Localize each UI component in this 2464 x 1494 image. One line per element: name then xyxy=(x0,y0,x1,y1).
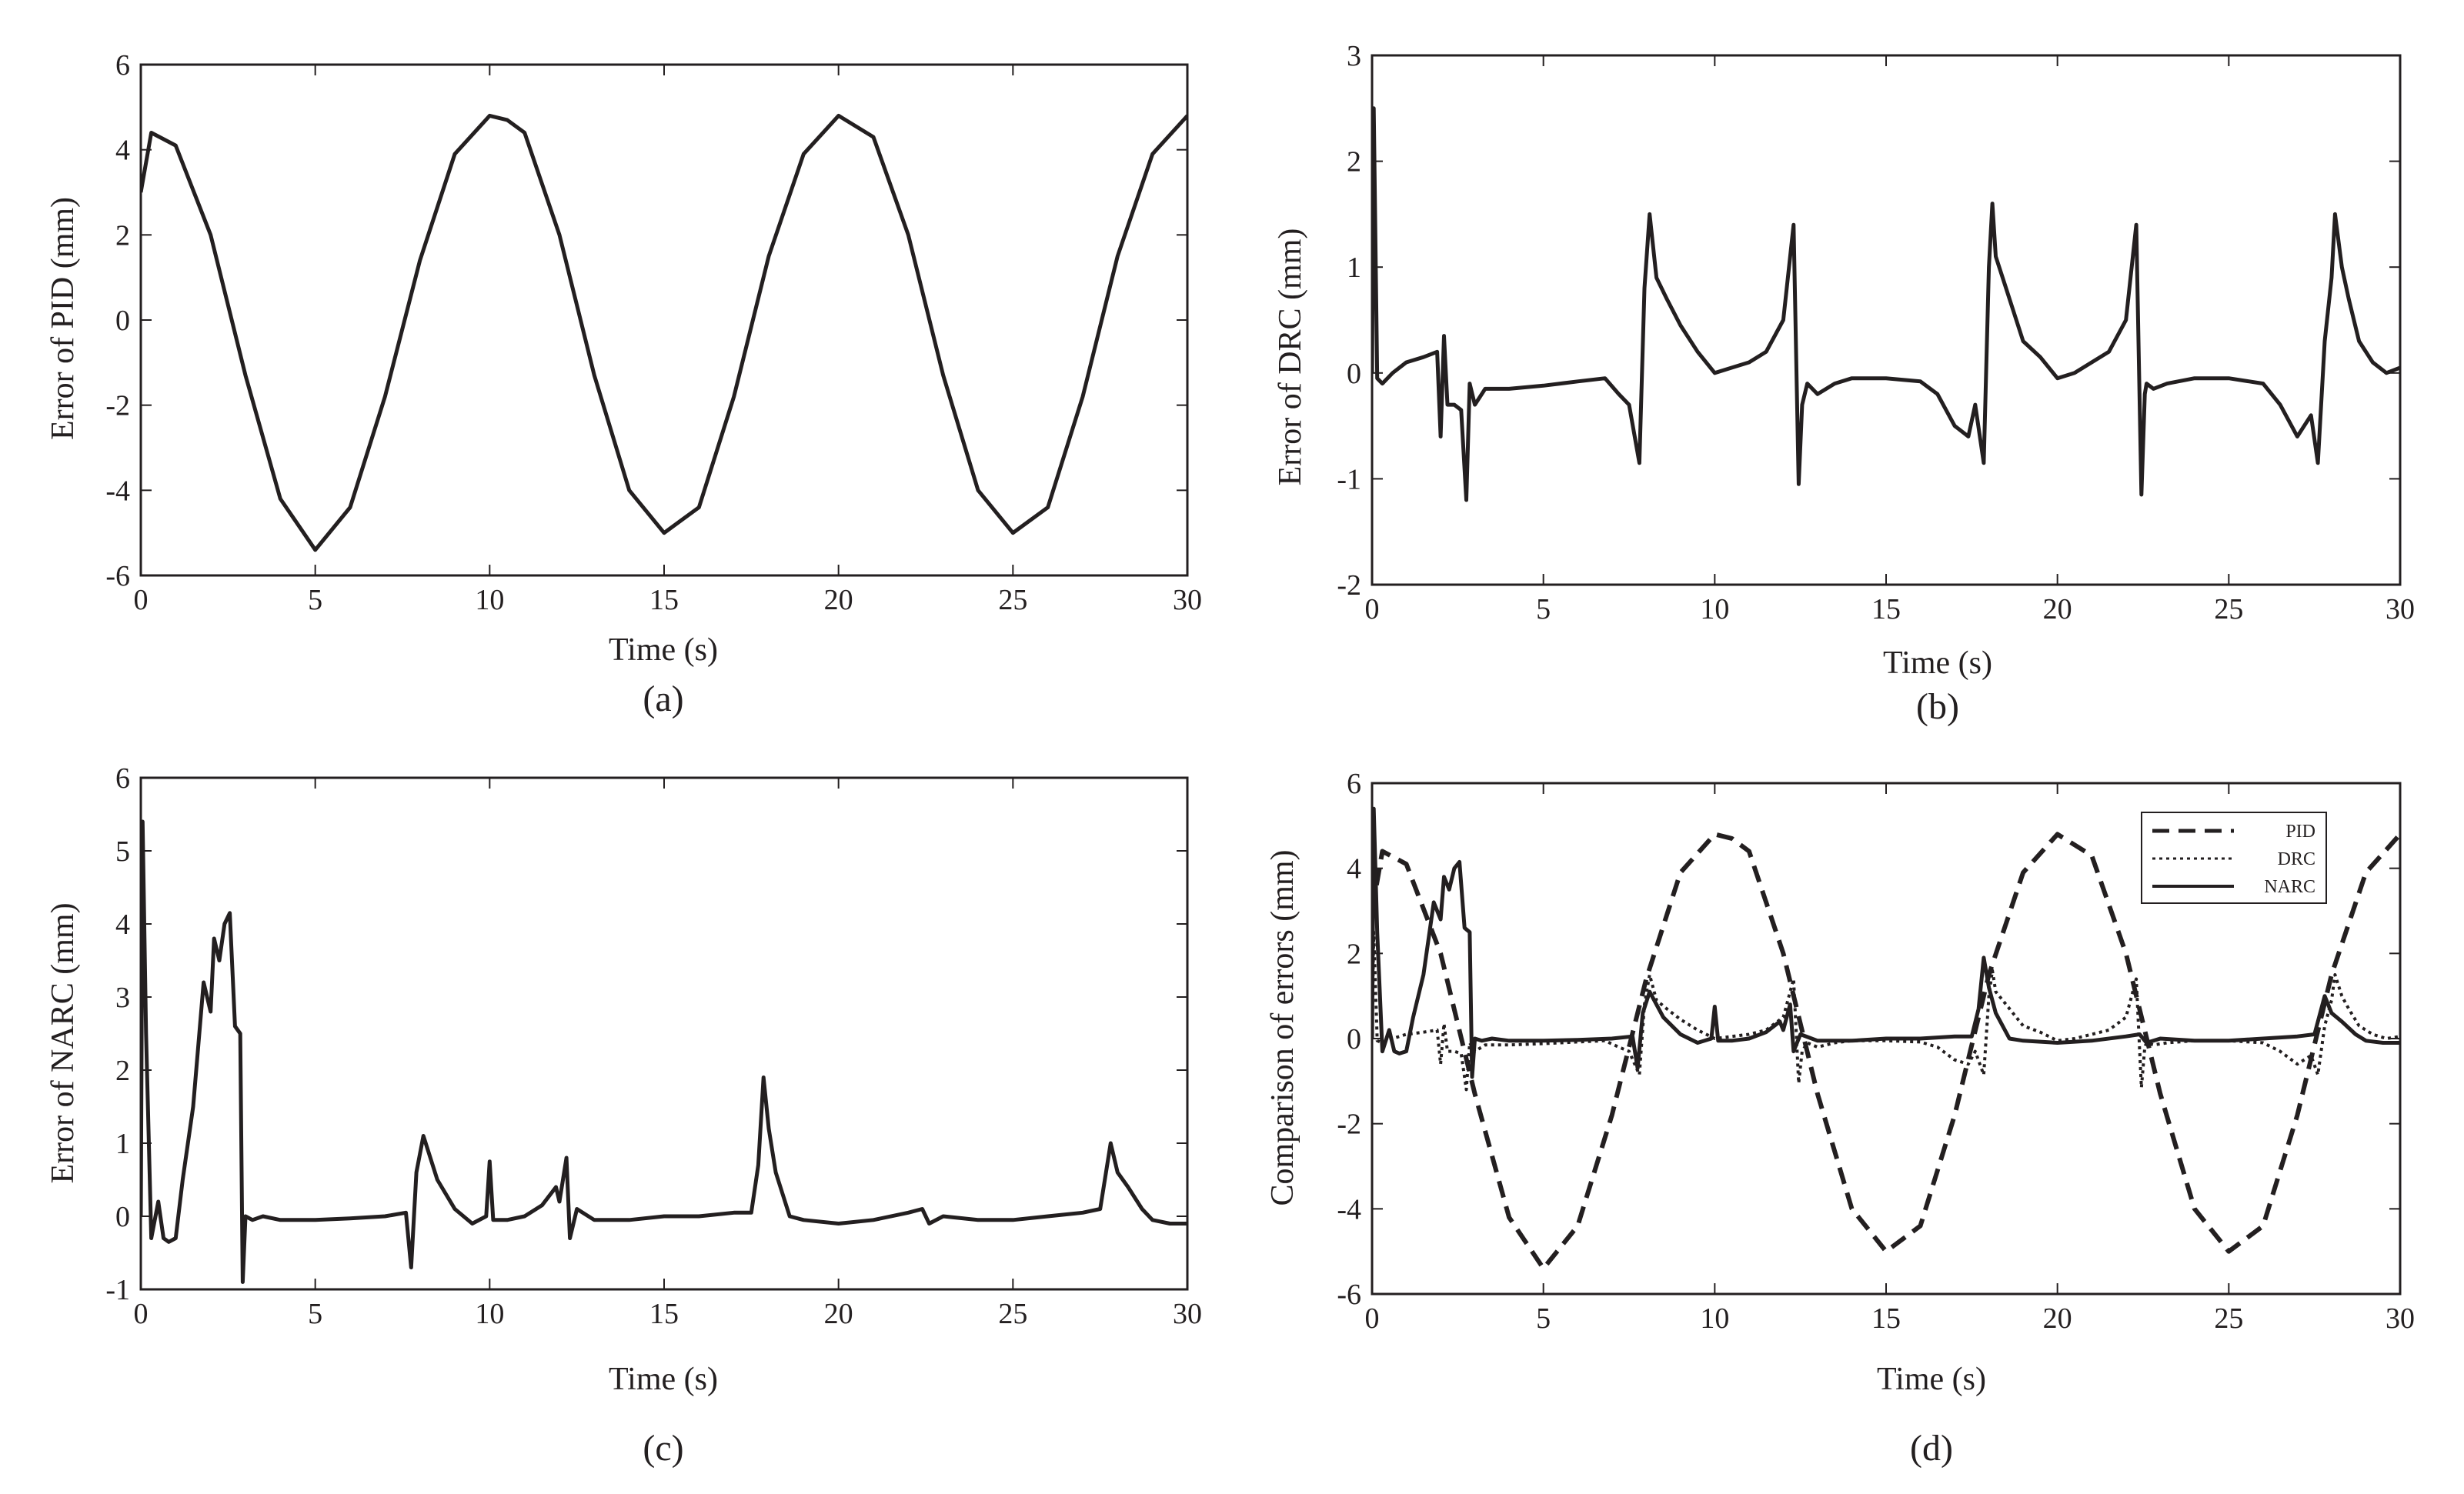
panel-d-xtick-label: 25 xyxy=(2214,1302,2243,1335)
panel-d-xlabel: Time (s) xyxy=(1877,1362,1986,1397)
panel-c-ytick-label: 4 xyxy=(115,909,130,941)
panel-a-xtick-label: 10 xyxy=(475,584,504,616)
panel-a-xtick-label: 25 xyxy=(998,584,1027,616)
panel-b-ytick-label: 2 xyxy=(1347,146,1361,178)
panel-a-xtick-label: 0 xyxy=(134,584,149,616)
panel-b-xtick-label: 25 xyxy=(2214,593,2243,625)
panel-c-xtick-label: 15 xyxy=(649,1298,679,1330)
panel-a-ytick-label: 6 xyxy=(115,49,130,82)
panel-c-ytick-label: 0 xyxy=(115,1201,130,1233)
panel-c-ytick-label: 2 xyxy=(115,1055,130,1087)
panel-b-xtick-label: 15 xyxy=(1871,593,1901,625)
panel-c-xlabel: Time (s) xyxy=(609,1362,718,1397)
panel-b-ytick-label: 3 xyxy=(1347,40,1361,72)
panel-b-xlabel: Time (s) xyxy=(1883,645,1992,681)
panel-d-ytick-label: -4 xyxy=(1337,1193,1361,1226)
panel-a-ytick-label: 2 xyxy=(115,219,130,252)
panel-c-ytick-label: 1 xyxy=(115,1128,130,1160)
panel-d-ytick-label: -6 xyxy=(1337,1279,1361,1311)
panel-c-xtick-label: 5 xyxy=(308,1298,322,1330)
panel-d-ytick-label: 6 xyxy=(1347,768,1361,800)
panel-b: Error of DRC (mm) Time (s) (b) 0 5 10 15 20 2… xyxy=(1273,40,2415,727)
panel-c-xtick-label: 0 xyxy=(134,1298,149,1330)
panel-d-legend-box xyxy=(2141,812,2327,904)
panel-c-xtick-label: 30 xyxy=(1173,1298,1202,1330)
panel-b-xtick-label: 10 xyxy=(1700,593,1729,625)
panel-b-xtick-label: 30 xyxy=(2386,593,2415,625)
panel-b-xtick-label: 0 xyxy=(1365,593,1380,625)
panel-b-ytick-label: -2 xyxy=(1337,569,1361,602)
panel-c-ylabel: Error of NARC (mm) xyxy=(45,902,81,1183)
panel-b-ylabel: Error of DRC (mm) xyxy=(1273,228,1308,486)
panel-d-legend-label-narc: NARC xyxy=(2264,877,2315,897)
panel-b-ytick-label: 0 xyxy=(1347,358,1361,390)
panel-a-xtick-label: 30 xyxy=(1173,584,1202,616)
panel-b-caption: (b) xyxy=(1916,686,1959,727)
panel-a-ytick-label: -6 xyxy=(105,560,130,592)
panel-d-xtick-label: 30 xyxy=(2386,1302,2415,1335)
panel-d-legend-label-pid: PID xyxy=(2285,822,2315,842)
panel-c: Error of NARC (mm) Time (s) (c) 0 5 10 15 20… xyxy=(45,762,1202,1469)
panel-a-xtick-label: 20 xyxy=(824,584,853,616)
panel-d-series-pid xyxy=(1372,832,2400,1271)
panel-c-ytick-label: 5 xyxy=(115,835,130,868)
panel-c-ytick-label: -1 xyxy=(105,1274,130,1306)
panel-d-ytick-label: 4 xyxy=(1347,853,1361,885)
panel-a-plot-frame xyxy=(139,63,1189,577)
panel-d-ytick-label: 0 xyxy=(1347,1023,1361,1055)
panel-c-xtick-label: 20 xyxy=(824,1298,853,1330)
panel-d-series-drc xyxy=(1372,930,2400,1092)
panel-a-xtick-label: 5 xyxy=(308,584,322,616)
panel-a-ytick-label: 4 xyxy=(115,135,130,167)
panel-d-series-narc xyxy=(1372,806,2400,1079)
panel-d-ytick-label: -2 xyxy=(1337,1109,1361,1141)
panel-c-caption: (c) xyxy=(643,1428,683,1469)
panel-a: Error of PID (mm) Time (s) (a) 0 5 10 15 20 2… xyxy=(45,49,1202,719)
panel-a-ytick-label: -2 xyxy=(105,390,130,422)
panel-a-ylabel: Error of PID (mm) xyxy=(45,197,81,440)
panel-a-ytick-label: -4 xyxy=(105,475,130,507)
panel-d-xtick-label: 5 xyxy=(1536,1302,1551,1335)
panel-c-xtick-label: 25 xyxy=(998,1298,1027,1330)
panel-d: Comparison of errors (mm) Time (s) (d) 0… xyxy=(1265,768,2415,1469)
panel-a-caption: (a) xyxy=(643,679,683,719)
panel-b-xtick-label: 20 xyxy=(2043,593,2072,625)
panel-b-ytick-label: -1 xyxy=(1337,463,1361,495)
panel-c-ytick-label: 6 xyxy=(115,762,130,795)
panel-a-xtick-label: 15 xyxy=(649,584,679,616)
panel-a-xlabel: Time (s) xyxy=(609,632,718,668)
panel-b-plot-frame xyxy=(1371,54,2402,586)
panel-a-ytick-label: 0 xyxy=(115,305,130,337)
panel-d-xtick-label: 15 xyxy=(1871,1302,1901,1335)
panel-b-ytick-label: 1 xyxy=(1347,252,1361,284)
panel-c-xtick-label: 10 xyxy=(475,1298,504,1330)
panel-a-series-pid xyxy=(141,113,1187,552)
panel-d-legend: PID DRC NARC xyxy=(2141,812,2327,904)
panel-d-caption: (d) xyxy=(1910,1428,1953,1469)
panel-b-series-drc xyxy=(1372,106,2400,502)
panel-d-xtick-label: 10 xyxy=(1700,1302,1729,1335)
panel-d-xtick-label: 0 xyxy=(1365,1302,1380,1335)
panel-d-ytick-label: 2 xyxy=(1347,938,1361,970)
panel-c-ytick-label: 3 xyxy=(115,982,130,1014)
panel-c-series-narc xyxy=(141,819,1187,1284)
panel-c-plot-frame xyxy=(139,776,1189,1291)
panel-d-legend-label-drc: DRC xyxy=(2278,849,2315,869)
panel-d-ylabel: Comparison of errors (mm) xyxy=(1265,849,1300,1206)
panel-b-xtick-label: 5 xyxy=(1536,593,1551,625)
panel-d-xtick-label: 20 xyxy=(2043,1302,2072,1335)
